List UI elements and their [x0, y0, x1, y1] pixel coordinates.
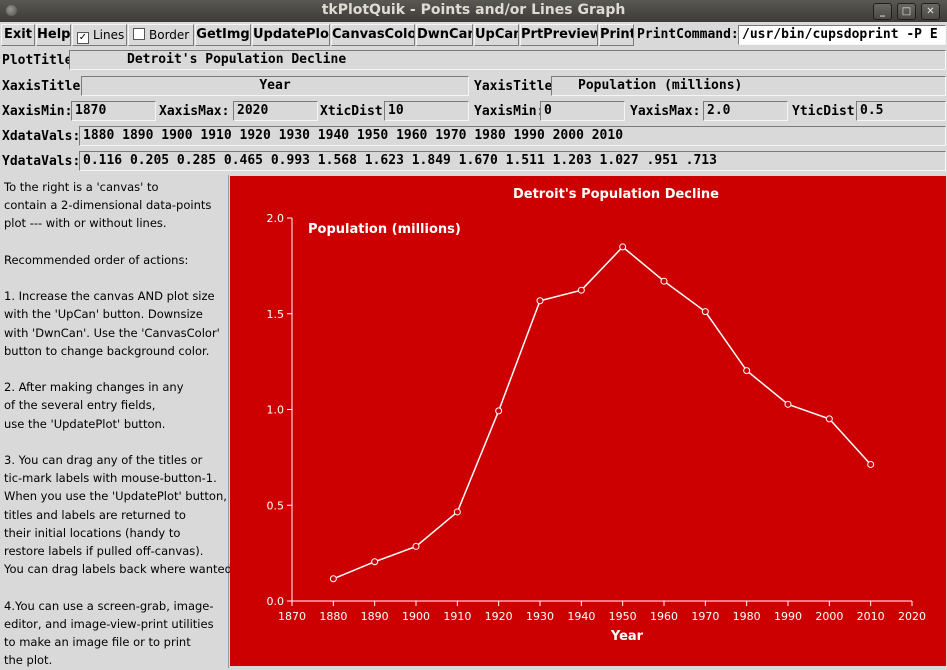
printcommand-label: PrintCommand:: [637, 27, 739, 42]
window-menu-icon[interactable]: [6, 5, 17, 16]
data-point: [660, 277, 668, 285]
data-point: [619, 243, 627, 251]
xaxismin-label: XaxisMin:: [2, 104, 73, 119]
lines-label: Lines: [93, 28, 125, 42]
minimize-icon[interactable]: _: [873, 3, 892, 20]
data-point: [412, 542, 420, 550]
close-icon[interactable]: ✕: [921, 3, 940, 20]
y-tick-label[interactable]: 0.5: [267, 499, 285, 512]
plottitle-label: PlotTitle:: [2, 53, 81, 68]
data-point: [495, 407, 503, 415]
data-point: [701, 308, 709, 316]
data-point: [577, 286, 585, 294]
yaxistitle-label: YaxisTitle:: [474, 79, 561, 94]
data-point: [825, 415, 833, 423]
xticdist-input[interactable]: 10: [384, 101, 469, 121]
x-tick-label[interactable]: 1900: [402, 610, 430, 623]
xaxismin-input[interactable]: 1870: [71, 101, 156, 121]
border-checkbox[interactable]: Border: [128, 24, 194, 46]
data-point: [536, 297, 544, 305]
x-tick-label[interactable]: 1970: [691, 610, 719, 623]
y-tick-label[interactable]: 1.5: [267, 308, 285, 321]
x-tick-label[interactable]: 1960: [650, 610, 678, 623]
yticdist-input[interactable]: 0.5: [856, 101, 946, 121]
x-tick-label[interactable]: 1880: [319, 610, 347, 623]
x-tick-label[interactable]: 1930: [526, 610, 554, 623]
x-tick-label[interactable]: 1920: [485, 610, 513, 623]
xdatavals-input[interactable]: 1880 1890 1900 1910 1920 1930 1940 1950 …: [79, 126, 946, 146]
border-check-icon: [133, 28, 145, 40]
exit-button[interactable]: Exit: [1, 24, 35, 46]
yaxismin-label: YaxisMin:: [474, 104, 545, 119]
lines-check-icon: ✓: [77, 32, 89, 44]
xdatavals-label: XdataVals:: [2, 129, 81, 144]
help-button[interactable]: Help: [36, 24, 71, 46]
xaxistitle-input[interactable]: Year: [81, 76, 469, 96]
yaxistitle-input[interactable]: Population (millions): [551, 76, 946, 96]
xticdist-label: XticDist:: [320, 104, 391, 119]
x-tick-label[interactable]: 1890: [361, 610, 389, 623]
ydatavals-label: YdataVals:: [2, 154, 81, 169]
xaxismax-input[interactable]: 2020: [233, 101, 318, 121]
x-tick-label[interactable]: 1990: [774, 610, 802, 623]
updateplot-button[interactable]: UpdatePlot: [252, 24, 330, 46]
dwncan-button[interactable]: DwnCan: [416, 24, 473, 46]
getimg-button[interactable]: GetImg: [195, 24, 251, 46]
plot-canvas[interactable]: Detroit's Population Decline Population …: [230, 176, 946, 666]
canvascolor-button[interactable]: CanvasColor: [331, 24, 415, 46]
xaxismax-label: XaxisMax:: [159, 104, 230, 119]
border-label: Border: [149, 28, 190, 42]
y-tick-label[interactable]: 0.0: [267, 595, 285, 608]
yaxismax-label: YaxisMax:: [630, 104, 701, 119]
y-tick-label[interactable]: 1.0: [267, 404, 285, 417]
ydatavals-input[interactable]: 0.116 0.205 0.285 0.465 0.993 1.568 1.62…: [79, 151, 946, 171]
upcan-button[interactable]: UpCan: [474, 24, 519, 46]
x-axis-title[interactable]: Year: [610, 629, 644, 644]
window-title: tkPlotQuik - Points and/or Lines Graph: [321, 2, 626, 18]
print-button[interactable]: Print: [599, 24, 634, 46]
data-point: [371, 558, 379, 566]
lines-checkbox[interactable]: ✓ Lines: [72, 24, 127, 46]
yaxismax-input[interactable]: 2.0: [703, 101, 788, 121]
xaxistitle-label: XaxisTitle:: [2, 79, 89, 94]
x-tick-label[interactable]: 1950: [609, 610, 637, 623]
series-line: [333, 245, 872, 580]
y-axis-title[interactable]: Population (millions): [308, 222, 461, 237]
printcommand-input[interactable]: /usr/bin/cupsdoprint -P E: [738, 25, 946, 45]
maximize-icon[interactable]: □: [897, 3, 916, 20]
data-point: [784, 400, 792, 408]
data-point: [453, 508, 461, 516]
window-titlebar: tkPlotQuik - Points and/or Lines Graph _…: [0, 0, 947, 22]
yaxismin-input[interactable]: 0: [540, 101, 625, 121]
data-point: [867, 460, 875, 468]
x-tick-label[interactable]: 1980: [733, 610, 761, 623]
y-tick-label[interactable]: 2.0: [267, 212, 285, 225]
x-tick-label[interactable]: 1940: [567, 610, 595, 623]
x-tick-label[interactable]: 2010: [857, 610, 885, 623]
help-text: To the right is a 'canvas' to contain a …: [4, 180, 236, 668]
data-point: [329, 575, 337, 583]
x-tick-label[interactable]: 1870: [278, 610, 306, 623]
plottitle-input[interactable]: Detroit's Population Decline: [69, 50, 946, 70]
plot-svg: Detroit's Population Decline Population …: [267, 187, 927, 644]
yticdist-label: YticDist:: [792, 104, 863, 119]
x-tick-label[interactable]: 2000: [815, 610, 843, 623]
prtpreview-button[interactable]: PrtPreview: [520, 24, 598, 46]
x-tick-label[interactable]: 2020: [898, 610, 926, 623]
x-tick-label[interactable]: 1910: [443, 610, 471, 623]
data-point: [743, 367, 751, 375]
plot-title[interactable]: Detroit's Population Decline: [513, 187, 719, 202]
help-panel: To the right is a 'canvas' to contain a …: [0, 175, 236, 668]
